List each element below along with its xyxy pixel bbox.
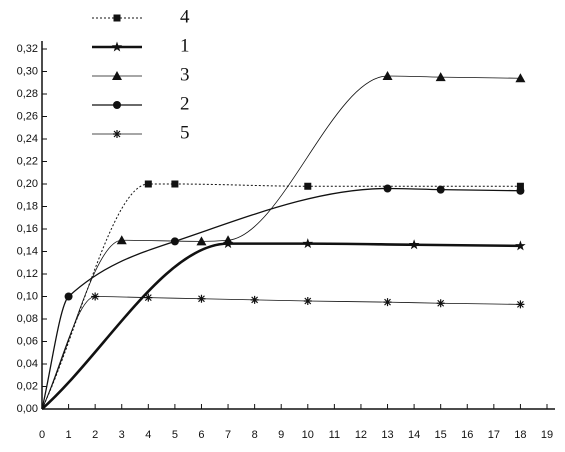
x-tick-label: 6	[198, 429, 204, 441]
marker	[516, 182, 524, 190]
marker	[516, 186, 525, 195]
x-tick-label: 8	[252, 429, 258, 441]
marker	[144, 180, 152, 188]
marker	[91, 292, 100, 301]
marker	[196, 236, 207, 246]
marker	[303, 297, 312, 305]
y-tick-label: 0,32	[17, 43, 38, 55]
marker	[144, 293, 153, 302]
marker	[171, 180, 179, 188]
y-tick-label: 0,10	[17, 290, 38, 302]
x-tick-label: 14	[408, 429, 420, 441]
marker	[515, 240, 526, 251]
marker	[516, 300, 525, 309]
marker	[382, 71, 393, 80]
y-tick-label: 0,24	[17, 133, 38, 145]
marker	[304, 182, 312, 190]
legend-label: 4	[180, 6, 190, 27]
legend-label: 5	[180, 122, 190, 143]
series-line	[41, 242, 521, 410]
x-tick-label: 19	[541, 429, 553, 441]
y-tick-label: 0,22	[17, 155, 38, 167]
x-tick-label: 4	[145, 429, 151, 441]
legend-label: 1	[180, 35, 190, 56]
x-tick-label: 10	[302, 429, 314, 441]
marker	[223, 235, 234, 245]
marker	[112, 71, 122, 80]
x-tick-label: 7	[225, 429, 231, 441]
marker	[111, 41, 123, 52]
y-tick-label: 0,26	[17, 110, 38, 122]
x-tick-label: 2	[92, 429, 98, 441]
x-tick-label: 11	[329, 429, 340, 441]
legend-label: 3	[180, 64, 190, 85]
y-tick-label: 0,30	[17, 65, 38, 77]
y-tick-label: 0,08	[17, 313, 38, 325]
series-line	[41, 187, 521, 410]
y-tick-label: 0,16	[17, 223, 38, 235]
x-tick-label: 16	[461, 429, 473, 441]
x-tick-label: 13	[381, 429, 393, 441]
x-tick-label: 9	[278, 429, 284, 441]
marker	[302, 238, 314, 249]
series-line	[41, 296, 521, 410]
marker	[383, 298, 392, 307]
marker	[64, 292, 73, 301]
x-tick-label: 5	[172, 429, 178, 441]
marker	[197, 294, 206, 303]
y-tick-label: 0,20	[17, 178, 38, 190]
marker	[170, 237, 179, 246]
marker	[408, 239, 420, 250]
marker	[250, 295, 259, 304]
y-tick-label: 0,28	[17, 88, 38, 100]
y-tick-label: 0,04	[17, 358, 38, 370]
x-tick-label: 3	[119, 429, 125, 441]
marker	[436, 299, 445, 308]
y-tick-label: 0,12	[17, 268, 38, 280]
legend-label: 2	[180, 93, 190, 114]
x-tick-label: 15	[435, 429, 447, 441]
x-tick-label: 0	[39, 429, 45, 441]
marker	[435, 72, 446, 82]
y-tick-label: 0,18	[17, 200, 38, 212]
marker	[113, 101, 121, 109]
x-tick-label: 17	[488, 429, 500, 441]
marker	[116, 235, 127, 245]
marker	[436, 185, 445, 194]
x-tick-label: 12	[355, 429, 367, 441]
marker	[113, 130, 121, 138]
y-tick-label: 0,14	[17, 245, 38, 257]
marker	[383, 184, 392, 193]
marker	[113, 14, 121, 22]
x-tick-label: 1	[66, 429, 72, 441]
x-tick-label: 18	[514, 429, 526, 441]
y-tick-label: 0,02	[17, 380, 38, 392]
marker	[515, 73, 526, 83]
y-tick-label: 0,06	[17, 335, 38, 347]
y-tick-label: 0,00	[17, 403, 38, 415]
